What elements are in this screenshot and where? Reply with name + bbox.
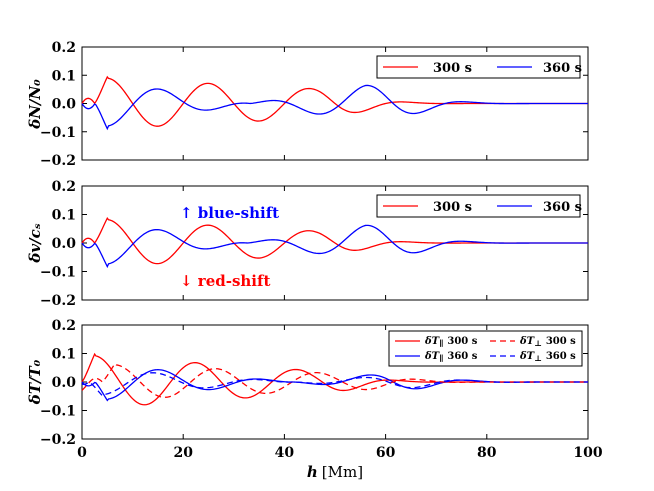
y-axis-label: δN/N₀ <box>26 79 44 130</box>
legend-label-300s: 300 s <box>433 61 472 76</box>
panel-velocity: 0.2 0.1 0.0 −0.1 −0.2 δv/cₛ ↑ blue-shift ↓ r… <box>26 179 589 309</box>
series-line-300-s <box>81 75 588 127</box>
legend-period: 300 s <box>546 336 576 347</box>
panel-density: 0.2 0.1 0.0 −0.1 −0.2 δN/N₀ 300 s 360 s <box>26 40 589 169</box>
x-axis-ticks: 0 20 40 60 80 100 <box>77 445 603 461</box>
series-line-300-s <box>81 217 588 265</box>
x-tick-label: 80 <box>477 445 497 461</box>
panel-temperature: 0.2 0.1 0.0 −0.1 −0.2 0 20 40 60 80 100 δT/T₀ h [M… <box>26 318 603 481</box>
x-tick-label: 100 <box>573 445 602 461</box>
legend-label-360s: 360 s <box>543 61 582 76</box>
y-tick-label: 0.2 <box>52 179 76 195</box>
series-line-360-s <box>81 224 588 269</box>
y-tick-label: −0.2 <box>40 293 76 309</box>
y-tick-label: −0.2 <box>40 153 76 169</box>
series-lines <box>81 217 588 269</box>
legend-period: 300 s <box>447 336 477 347</box>
legend-box <box>376 194 581 218</box>
legend-subscript: ∥ <box>439 338 443 348</box>
y-axis-ticks: 0.2 0.1 0.0 −0.1 −0.2 <box>40 40 589 169</box>
legend-label-dTpar-300s: δT∥ 300 s <box>424 336 478 348</box>
y-tick-label: −0.2 <box>40 432 76 448</box>
y-axis-label: δv/cₛ <box>26 223 44 263</box>
legend-symbol: δT <box>519 336 536 347</box>
legend-label-300s: 300 s <box>433 200 472 215</box>
y-tick-label: 0.1 <box>52 208 76 224</box>
y-tick-label: 0.0 <box>52 97 77 113</box>
legend-symbol: δT <box>424 336 441 347</box>
legend: 300 s 360 s <box>376 55 582 79</box>
x-tick-label: 0 <box>77 445 87 461</box>
y-tick-label: −0.1 <box>40 404 76 420</box>
y-tick-label: 0.0 <box>52 236 77 252</box>
legend: δT∥ 300 s δT⊥ 300 s δT∥ 360 s δT⊥ 360 s <box>388 330 583 367</box>
y-tick-label: 0.1 <box>52 347 76 363</box>
x-tick-label: 20 <box>173 445 193 461</box>
legend-subscript: ⊥ <box>534 353 542 363</box>
series-line-δT⊥-360-s <box>81 372 588 397</box>
legend-subscript: ⊥ <box>534 338 542 348</box>
legend-period: 360 s <box>546 351 576 362</box>
legend-label-dTperp-300s: δT⊥ 300 s <box>519 336 576 348</box>
annotation-blue-shift: ↑ blue-shift <box>180 204 279 222</box>
y-tick-label: 0.2 <box>52 40 76 56</box>
annotation-red-shift: ↓ red-shift <box>180 272 270 290</box>
y-tick-label: −0.1 <box>40 265 76 281</box>
series-line-360-s <box>81 84 588 131</box>
x-tick-label: 40 <box>275 445 295 461</box>
legend-label-dTperp-360s: δT⊥ 360 s <box>519 351 576 363</box>
legend: 300 s 360 s <box>376 194 582 218</box>
legend-period: 360 s <box>447 351 477 362</box>
x-axis-symbol: h <box>307 463 318 481</box>
legend-label-dTpar-360s: δT∥ 360 s <box>424 351 478 363</box>
y-tick-label: 0.1 <box>52 68 76 84</box>
y-tick-label: 0.2 <box>52 318 76 334</box>
x-axis-unit: [Mm] <box>322 463 363 481</box>
y-tick-label: 0.0 <box>52 375 77 391</box>
legend-symbol: δT <box>519 351 536 362</box>
y-tick-label: −0.1 <box>40 125 76 141</box>
y-axis-ticks: 0.2 0.1 0.0 −0.1 −0.2 <box>40 179 589 309</box>
series-line-δT⊥-300-s <box>81 362 588 398</box>
y-axis-ticks: 0.2 0.1 0.0 −0.1 −0.2 <box>40 318 589 448</box>
x-tick-label: 60 <box>376 445 396 461</box>
legend-symbol: δT <box>424 351 441 362</box>
legend-subscript: ∥ <box>439 353 443 363</box>
legend-label-360s: 360 s <box>543 200 582 215</box>
legend-box <box>388 330 583 367</box>
series-lines <box>81 352 588 406</box>
legend-box <box>376 55 581 79</box>
x-axis-label: h [Mm] <box>307 463 363 481</box>
y-axis-label: δT/T₀ <box>26 359 44 405</box>
series-lines <box>81 75 588 131</box>
